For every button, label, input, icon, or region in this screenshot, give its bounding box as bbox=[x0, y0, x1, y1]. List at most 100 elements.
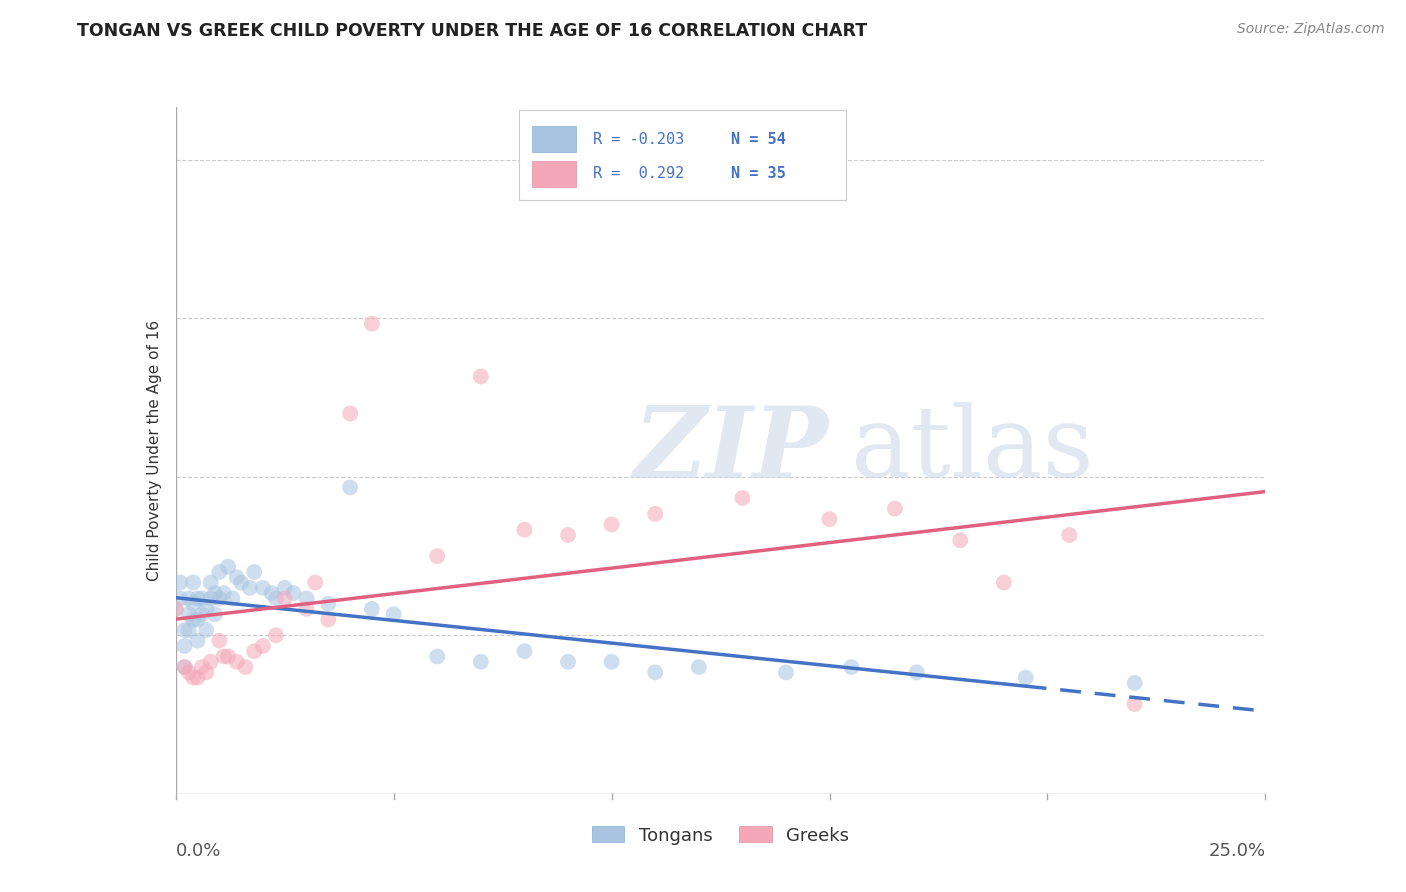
Point bbox=[204, 607, 226, 622]
Point bbox=[177, 591, 200, 606]
Point bbox=[644, 665, 666, 680]
Point bbox=[557, 528, 579, 542]
Point bbox=[382, 607, 405, 622]
Point bbox=[208, 633, 231, 648]
Point bbox=[165, 602, 187, 616]
Text: R = -0.203: R = -0.203 bbox=[593, 132, 685, 147]
Point bbox=[295, 602, 318, 616]
Point bbox=[165, 602, 187, 616]
Point bbox=[173, 639, 195, 653]
Point bbox=[274, 581, 297, 595]
Point bbox=[1015, 671, 1038, 685]
Y-axis label: Child Poverty Under the Age of 16: Child Poverty Under the Age of 16 bbox=[146, 320, 162, 581]
Point bbox=[195, 665, 218, 680]
Text: Source: ZipAtlas.com: Source: ZipAtlas.com bbox=[1237, 22, 1385, 37]
Text: R =  0.292: R = 0.292 bbox=[593, 166, 685, 181]
Point bbox=[426, 549, 449, 563]
Point bbox=[225, 570, 247, 584]
Point bbox=[264, 591, 287, 606]
Point bbox=[775, 665, 797, 680]
Point bbox=[644, 507, 666, 521]
Point bbox=[173, 660, 195, 674]
Point bbox=[1123, 697, 1146, 711]
Text: N = 35: N = 35 bbox=[731, 166, 786, 181]
Point bbox=[360, 602, 382, 616]
Point bbox=[318, 597, 340, 611]
Point bbox=[191, 607, 214, 622]
Point bbox=[818, 512, 841, 526]
Point bbox=[186, 633, 209, 648]
Point bbox=[212, 586, 235, 600]
Point bbox=[252, 639, 274, 653]
Point bbox=[177, 665, 200, 680]
Point bbox=[243, 565, 266, 579]
Point bbox=[217, 559, 239, 574]
Point bbox=[731, 491, 754, 505]
Point bbox=[195, 623, 218, 637]
Text: ZIP: ZIP bbox=[633, 402, 828, 499]
Point bbox=[295, 591, 318, 606]
Point bbox=[557, 655, 579, 669]
Point bbox=[949, 533, 972, 548]
Point bbox=[191, 660, 214, 674]
Text: 0.0%: 0.0% bbox=[176, 842, 221, 860]
Bar bbox=[531, 127, 575, 153]
Point bbox=[513, 644, 536, 658]
Point bbox=[177, 623, 200, 637]
Legend: Tongans, Greeks: Tongans, Greeks bbox=[582, 817, 859, 854]
Point bbox=[426, 649, 449, 664]
Point bbox=[235, 660, 257, 674]
Point bbox=[993, 575, 1015, 590]
Point bbox=[600, 655, 623, 669]
Point bbox=[1057, 528, 1080, 542]
Point bbox=[186, 591, 209, 606]
Point bbox=[841, 660, 863, 674]
Point bbox=[208, 591, 231, 606]
Point bbox=[318, 613, 340, 627]
Point bbox=[200, 591, 222, 606]
Point bbox=[239, 581, 262, 595]
Point bbox=[204, 586, 226, 600]
Text: 25.0%: 25.0% bbox=[1208, 842, 1265, 860]
Point bbox=[231, 575, 253, 590]
Point bbox=[181, 671, 204, 685]
Text: N = 54: N = 54 bbox=[731, 132, 786, 147]
Point bbox=[169, 591, 191, 606]
Point bbox=[191, 591, 214, 606]
Text: atlas: atlas bbox=[852, 402, 1094, 499]
Point bbox=[252, 581, 274, 595]
FancyBboxPatch shape bbox=[519, 111, 846, 200]
Point bbox=[274, 591, 297, 606]
Point bbox=[600, 517, 623, 532]
Point bbox=[181, 613, 204, 627]
Point bbox=[217, 649, 239, 664]
Point bbox=[181, 597, 204, 611]
Point bbox=[177, 607, 200, 622]
Point bbox=[186, 671, 209, 685]
Point bbox=[304, 575, 326, 590]
Point bbox=[181, 575, 204, 590]
Point bbox=[264, 628, 287, 642]
Point bbox=[200, 575, 222, 590]
Point bbox=[688, 660, 710, 674]
Point bbox=[360, 317, 382, 331]
Point bbox=[884, 501, 907, 516]
Point bbox=[200, 655, 222, 669]
Point bbox=[339, 407, 361, 421]
Point bbox=[169, 575, 191, 590]
Point bbox=[513, 523, 536, 537]
Point bbox=[470, 655, 492, 669]
Point bbox=[173, 660, 195, 674]
Point bbox=[186, 613, 209, 627]
Point bbox=[243, 644, 266, 658]
Point bbox=[905, 665, 928, 680]
Point bbox=[283, 586, 305, 600]
Point bbox=[212, 649, 235, 664]
Bar bbox=[531, 161, 575, 186]
Point bbox=[208, 565, 231, 579]
Point bbox=[173, 623, 195, 637]
Point bbox=[195, 602, 218, 616]
Point bbox=[339, 480, 361, 494]
Point bbox=[1123, 676, 1146, 690]
Point bbox=[225, 655, 247, 669]
